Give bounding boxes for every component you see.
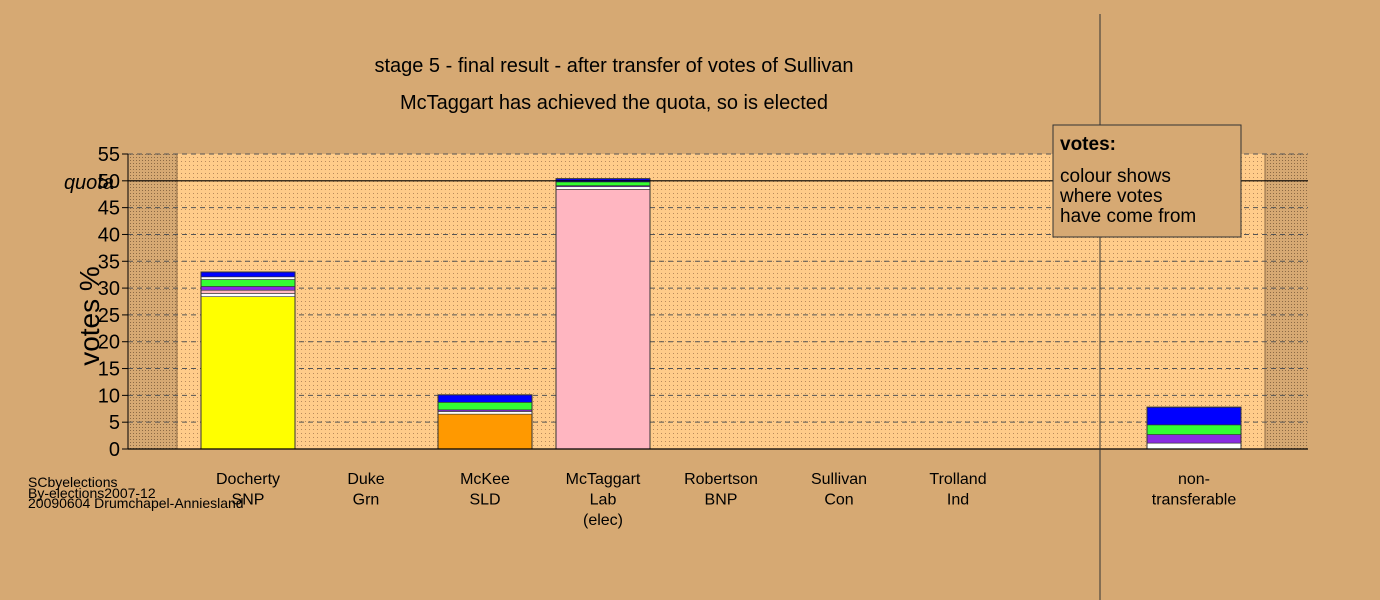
x-tick-label: McKee	[460, 471, 510, 488]
bar-segment	[200, 276, 296, 280]
bar-segment	[555, 186, 651, 190]
y-tick-label: 35	[98, 251, 120, 273]
bar-segment	[437, 413, 533, 450]
bar-segment	[1146, 424, 1242, 435]
bar-segment	[437, 411, 533, 415]
footer-line: SCbyelections	[28, 474, 118, 490]
legend-box	[1052, 124, 1242, 238]
x-tick-label: Ind	[947, 492, 969, 509]
x-tick-label: (elec)	[583, 512, 623, 529]
legend-title: votes:	[1060, 134, 1116, 155]
bar-segment	[1146, 442, 1242, 450]
legend-line: have come from	[1060, 206, 1196, 227]
x-tick-label: Sullivan	[811, 471, 867, 488]
y-tick-label: 25	[98, 305, 120, 327]
y-tick-label: 30	[98, 278, 120, 300]
y-tick-label: 15	[98, 359, 120, 381]
bar-segment	[200, 279, 296, 287]
x-tick-label: Robertson	[684, 471, 758, 488]
y-tick-label: 40	[98, 224, 120, 246]
y-tick-label: 0	[109, 439, 120, 461]
x-tick-label: Lab	[590, 492, 617, 509]
footer: SCbyelections By-elections2007-12 200906…	[28, 474, 244, 511]
bar-segment	[555, 189, 651, 450]
bar-segment	[200, 296, 296, 450]
x-tick-label: Docherty	[216, 471, 280, 488]
chart-title: stage 5 - final result - after transfer …	[374, 55, 853, 77]
legend: votes: colour shows where votes have com…	[1052, 124, 1242, 238]
y-tick-label: 20	[98, 332, 120, 354]
x-tick-label: Con	[824, 492, 853, 509]
legend-line: where votes	[1059, 186, 1162, 207]
bar-segment	[200, 271, 296, 278]
footer-line: By-elections2007-12	[28, 485, 156, 501]
bar-segment	[437, 402, 533, 411]
x-tick-label: BNP	[705, 492, 738, 509]
x-tick-label: Duke	[347, 471, 384, 488]
bar-segment	[555, 181, 651, 186]
x-tick-label: SLD	[469, 492, 500, 509]
plot-margin-right	[1265, 154, 1308, 449]
y-tick-label: 55	[98, 144, 120, 166]
x-tick-label: non-	[1178, 471, 1210, 488]
x-tick-label: Grn	[353, 492, 380, 509]
chart-subtitle: McTaggart has achieved the quota, so is …	[400, 92, 828, 114]
bar-segment	[1146, 406, 1242, 426]
bar-segment	[437, 394, 533, 403]
y-tick-label: 50	[98, 171, 120, 193]
y-tick-label: 45	[98, 198, 120, 220]
bar-segment	[200, 289, 296, 294]
y-tick-label: 5	[109, 412, 120, 434]
x-tick-label: McTaggart	[566, 471, 641, 488]
legend-line: colour shows	[1060, 166, 1171, 187]
bar-segment	[200, 293, 296, 297]
quota-label: quota	[64, 172, 114, 194]
bar-segment	[1146, 434, 1242, 444]
plot-margin-left	[128, 154, 177, 449]
x-tick-label: Trolland	[929, 471, 986, 488]
y-tick-label: 10	[98, 385, 120, 407]
x-tick-label: SNP	[232, 492, 265, 509]
y-axis-label: votes %	[74, 266, 105, 366]
bar-segment	[200, 286, 296, 291]
footer-line: 20090604 Drumchapel-Anniesland	[28, 495, 244, 511]
x-tick-label: transferable	[1152, 492, 1237, 509]
